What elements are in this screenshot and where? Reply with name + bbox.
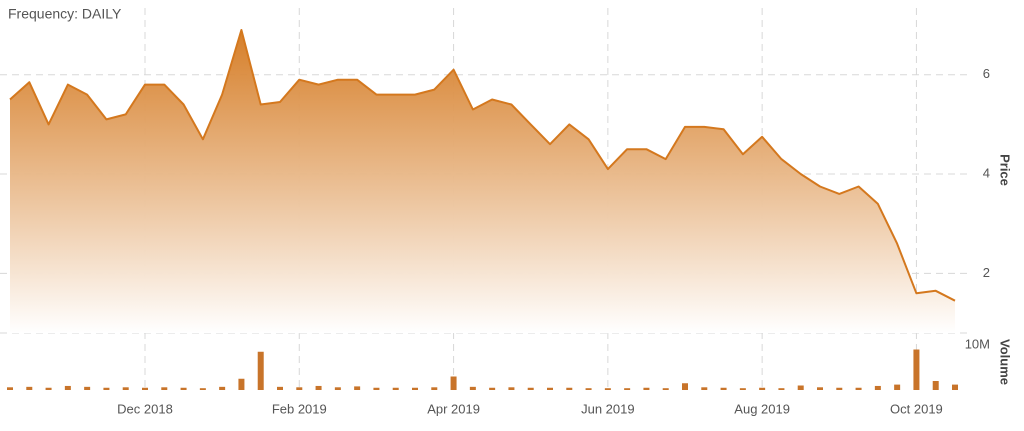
- volume-bar: [64, 385, 71, 390]
- volume-bar: [547, 387, 553, 390]
- volume-bar: [26, 386, 33, 390]
- volume-bar: [778, 388, 785, 390]
- volume-bar: [701, 387, 708, 390]
- volume-bar: [913, 349, 920, 390]
- volume-bar: [84, 386, 91, 390]
- y-tick-label: 10M: [965, 336, 990, 351]
- y-axis-title: Volume: [998, 339, 1013, 385]
- volume-bar: [662, 388, 669, 390]
- volume-bar: [932, 381, 939, 390]
- volume-bar: [797, 385, 804, 390]
- price-line: [9, 29, 956, 302]
- volume-bar: [566, 387, 573, 390]
- volume-bar: [392, 387, 399, 390]
- volume-bar: [373, 387, 380, 390]
- x-tick-label: Dec 2018: [117, 401, 173, 416]
- x-tick-label: Jun 2019: [581, 401, 635, 416]
- volume-bar: [450, 376, 457, 390]
- volume-bar: [527, 387, 534, 390]
- volume-bar: [643, 387, 650, 390]
- y-tick-label: 6: [983, 66, 990, 81]
- volume-bar: [354, 386, 361, 390]
- volume-bar: [604, 388, 611, 390]
- y-axis-title: Price: [998, 154, 1013, 186]
- volume-bar: [412, 387, 418, 390]
- volume-bar: [720, 387, 727, 390]
- volume-bar: [836, 387, 843, 390]
- volume-bar: [682, 383, 688, 390]
- area-fill: [10, 30, 955, 333]
- volume-bar: [431, 387, 438, 390]
- chart-title: Frequency: DAILY: [8, 6, 122, 22]
- volume-bar: [585, 388, 592, 390]
- volume-bar: [296, 387, 303, 390]
- volume-bar: [817, 387, 823, 390]
- volume-bar: [489, 387, 496, 390]
- volume-bar: [277, 386, 283, 390]
- volume-bar: [219, 386, 226, 390]
- volume-bar: [894, 384, 901, 390]
- volume-bar: [508, 387, 515, 390]
- volume-bar: [257, 351, 264, 390]
- volume-bar: [199, 388, 206, 390]
- volume-bar: [855, 387, 862, 390]
- volume-bar: [7, 387, 13, 390]
- y-tick-label: 2: [983, 265, 990, 280]
- volume-bar: [142, 387, 148, 390]
- x-tick-label: Feb 2019: [272, 401, 327, 416]
- volume-bar: [315, 385, 322, 390]
- volume-bar: [334, 387, 341, 390]
- volume-bar: [122, 387, 129, 390]
- volume-bar: [161, 387, 168, 390]
- volume-bar: [759, 387, 766, 390]
- volume-bar: [45, 387, 52, 390]
- volume-bar: [739, 388, 746, 390]
- volume-bar: [952, 384, 958, 390]
- volume-bar: [874, 385, 881, 390]
- volume-bar: [238, 378, 245, 390]
- x-tick-label: Oct 2019: [890, 401, 943, 416]
- volume-bar: [103, 387, 110, 390]
- y-tick-label: 4: [983, 165, 990, 180]
- volume-bar: [469, 386, 476, 390]
- x-tick-label: Aug 2019: [734, 401, 790, 416]
- volume-bar: [180, 387, 187, 390]
- x-tick-label: Apr 2019: [427, 401, 480, 416]
- volume-bar: [624, 388, 631, 390]
